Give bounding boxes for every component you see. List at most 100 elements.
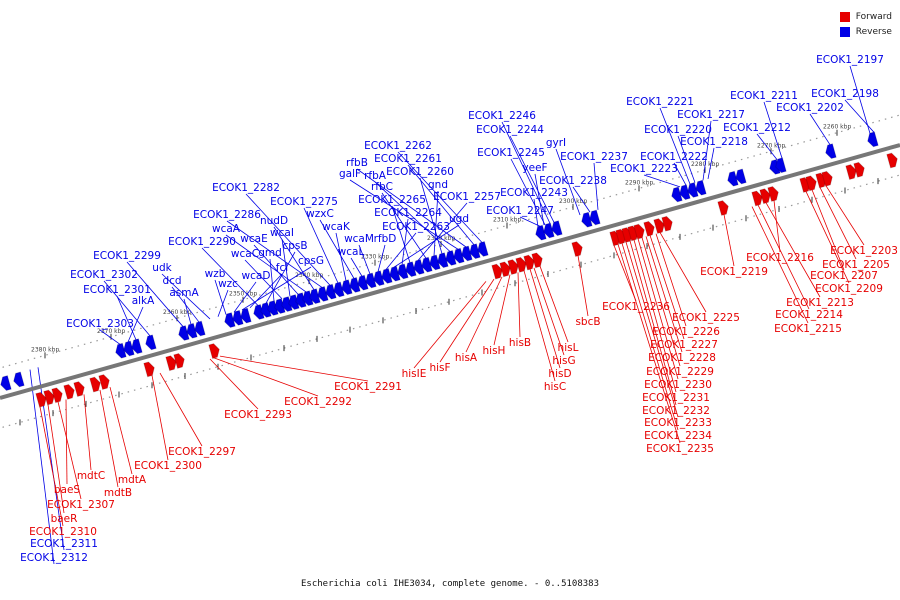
forward-gene-arrow [43, 389, 55, 406]
reverse-gene-arrow [469, 243, 481, 260]
leader-line [529, 268, 561, 369]
forward-gene-label: ECOK1_2293 [224, 409, 292, 421]
leader-line [501, 121, 551, 224]
leader-line [629, 240, 677, 406]
reverse-gene-arrow [437, 252, 449, 269]
leader-line [844, 99, 875, 133]
forward-gene-label: baeS [54, 484, 81, 496]
forward-gene-label: hisIE [402, 368, 427, 380]
forward-gene-label: ECOK1_2209 [815, 283, 883, 295]
reverse-gene-label: ECOK1_2275 [270, 196, 338, 208]
reverse-gene-arrow [589, 209, 601, 226]
reverse-gene-arrow [695, 179, 707, 196]
reverse-gene-label: rfbA [364, 170, 387, 182]
reverse-gene-label: ECOK1_2302 [70, 269, 138, 281]
reverse-gene-arrow [687, 181, 699, 198]
leader-line [83, 394, 92, 471]
forward-gene-arrow [499, 261, 511, 278]
reverse-gene-label: ECOK1_2218 [680, 136, 748, 148]
forward-swatch [839, 11, 850, 22]
leader-line [377, 244, 386, 272]
leader-line [641, 237, 681, 367]
reverse-gene-label: ECOK1_2299 [93, 250, 161, 262]
leader-line [225, 234, 307, 293]
leader-line [253, 244, 299, 295]
leader-line [765, 202, 821, 298]
forward-gene-label: ECOK1_2230 [644, 379, 712, 391]
leader-line [773, 200, 781, 253]
reverse-gene-arrow [145, 334, 157, 351]
reverse-gene-label: fcl [276, 262, 288, 274]
leader-line [523, 270, 556, 382]
forward-gene-label: hisG [552, 355, 575, 367]
leader-line [269, 258, 275, 302]
forward-gene-label: ECOK1_2215 [774, 323, 842, 335]
reverse-gene-arrow [186, 322, 198, 339]
reverse-gene-arrow [373, 270, 385, 287]
leader-line [99, 329, 121, 345]
gene-labels: ECOK1_2197 ECOK1_2198 ECOK1_2202ECOK1_2211… [20, 54, 898, 564]
leader-line [319, 219, 355, 279]
reverse-gene-label: wcaK [322, 221, 351, 233]
forward-gene-label: baeR [51, 513, 78, 525]
leader-line [763, 101, 783, 159]
reverse-gene-label: rfbB [346, 157, 368, 169]
leader-line [577, 255, 589, 317]
forward-gene-label: ECOK1_2219 [700, 266, 768, 278]
scale-tick-label: 2330 kbp [361, 254, 389, 261]
reverse-gene-label: ECOK1_2222 [640, 151, 708, 163]
forward-gene-arrow [661, 215, 673, 232]
leader-line [214, 279, 227, 315]
reverse-gene-label: ECOK1_2263 [382, 221, 450, 233]
backbone-line [0, 143, 900, 400]
reverse-gene-label: ECOK1_2198 [811, 88, 879, 100]
reverse-gene-label: ugd [449, 213, 469, 225]
leader-line [617, 244, 681, 444]
leader-line [393, 224, 460, 268]
leader-line [655, 233, 687, 327]
reverse-gene-label: cpsG [298, 255, 324, 267]
leader-line [645, 236, 683, 353]
leader-line [401, 218, 409, 266]
reverse-gene-arrow [349, 276, 361, 293]
forward-gene-label: hisA [455, 352, 478, 364]
leader-line [127, 306, 144, 343]
leader-line [335, 232, 347, 281]
leader-line [374, 181, 451, 252]
reverse-gene-label: ECOK1_2243 [500, 187, 568, 199]
reverse-gene-arrow [543, 222, 555, 239]
leader-line [534, 173, 545, 226]
leader-line [417, 202, 468, 261]
forward-gene-label: ECOK1_2226 [652, 326, 720, 338]
reverse-gene-arrow [281, 296, 293, 313]
forward-gene-label: ECOK1_2203 [830, 245, 898, 257]
leader-line [677, 135, 696, 183]
reverse-gene-label: ECOK1_2286 [193, 209, 261, 221]
forward-gene-label: ECOK1_2205 [822, 259, 890, 271]
reverse-gene-label: galF [339, 168, 361, 180]
reverse-gene-arrow [429, 254, 441, 271]
leader-line [673, 162, 687, 186]
reverse-gene-arrow [288, 294, 300, 311]
map-caption: Escherichia coli IHE3034, complete genom… [300, 579, 599, 589]
leader-line [219, 355, 369, 382]
leader-line [413, 281, 487, 369]
forward-gene-label: ECOK1_2291 [334, 381, 402, 393]
reverse-gene-label: rfbD [374, 233, 397, 245]
forward-gene-label: mdtA [118, 474, 147, 486]
reverse-gene-arrow [178, 324, 190, 341]
leader-line [29, 369, 55, 565]
forward-gene-arrow [63, 383, 75, 400]
forward-gene-arrow [845, 164, 857, 181]
reverse-gene-label: ECOK1_2202 [776, 102, 844, 114]
reverse-gene-arrow [274, 297, 286, 315]
leader-line [241, 266, 312, 311]
leader-line [265, 251, 296, 304]
leader-line [633, 239, 677, 393]
forward-gene-arrow [767, 185, 779, 202]
scale-ticks: 2380 kbp 2370 kbp 2360 kbp 2350 kbp 2340 kbp… [19, 124, 879, 426]
reverse-gene-arrow [267, 299, 279, 316]
reverse-gene-arrow [0, 375, 12, 392]
leader-line [510, 158, 546, 225]
